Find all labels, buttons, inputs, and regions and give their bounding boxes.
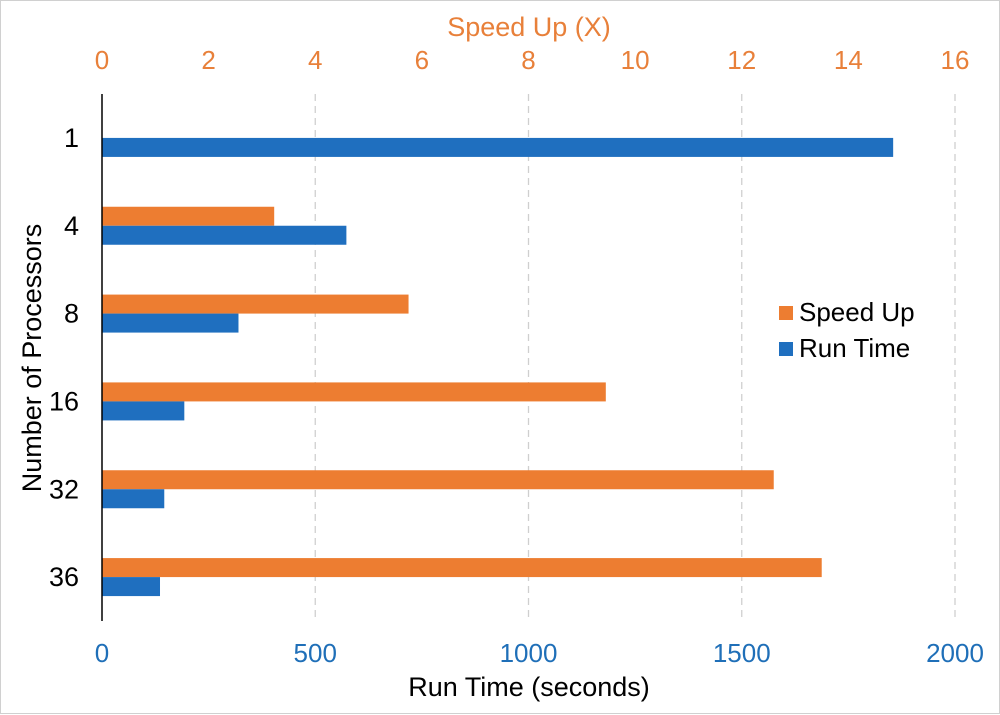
bottom-tick-label-500: 500	[294, 638, 337, 668]
bottom-tick-label-0: 0	[95, 638, 109, 668]
category-label-16: 16	[49, 386, 79, 416]
bar-speed-up-36	[102, 558, 822, 578]
bottom-tick-label-1500: 1500	[713, 638, 771, 668]
top-tick-label-12: 12	[727, 45, 756, 75]
bottom-axis-ticks: 0 500 1000 1500 2000	[95, 638, 984, 668]
top-tick-label-10: 10	[621, 45, 650, 75]
top-axis-ticks: 0 2 4 6 8 10 12 14 16	[95, 45, 970, 75]
legend-swatch-speed-up	[779, 306, 793, 320]
y-axis-title: Number of Processors	[17, 224, 47, 493]
top-tick-label-16: 16	[941, 45, 970, 75]
bar-run-time-8	[102, 313, 239, 333]
top-tick-label-14: 14	[834, 45, 863, 75]
bar-speed-up-8	[102, 294, 409, 314]
legend-label-speed-up: Speed Up	[799, 297, 915, 327]
bottom-tick-label-1000: 1000	[500, 638, 558, 668]
bar-run-time-4	[102, 225, 347, 245]
grid-lines	[314, 94, 956, 621]
legend-swatch-run-time	[779, 342, 793, 356]
bottom-tick-label-2000: 2000	[926, 638, 984, 668]
top-tick-label-4: 4	[308, 45, 322, 75]
category-label-32: 32	[49, 474, 79, 504]
bar-run-time-16	[102, 401, 185, 421]
top-tick-label-8: 8	[521, 45, 535, 75]
bar-speed-up-4	[102, 206, 275, 226]
category-tick-labels: 1 4 8 16 32 36	[49, 123, 79, 592]
category-label-36: 36	[49, 562, 79, 592]
top-axis-title: Speed Up (X)	[447, 12, 611, 42]
top-tick-label-2: 2	[201, 45, 215, 75]
bar-speed-up-16	[102, 382, 606, 402]
category-label-1: 1	[64, 123, 79, 153]
bar-run-time-36	[102, 577, 161, 597]
top-tick-label-0: 0	[95, 45, 109, 75]
bar-marks	[102, 137, 894, 597]
bar-run-time-32	[102, 489, 165, 509]
bar-speed-up-32	[102, 470, 774, 490]
category-label-8: 8	[64, 299, 79, 329]
top-tick-label-6: 6	[415, 45, 429, 75]
legend: Speed Up Run Time	[779, 297, 915, 363]
bottom-axis-title: Run Time (seconds)	[408, 672, 650, 702]
bar-run-time-1	[102, 137, 894, 157]
legend-label-run-time: Run Time	[799, 333, 910, 363]
category-label-4: 4	[64, 211, 79, 241]
